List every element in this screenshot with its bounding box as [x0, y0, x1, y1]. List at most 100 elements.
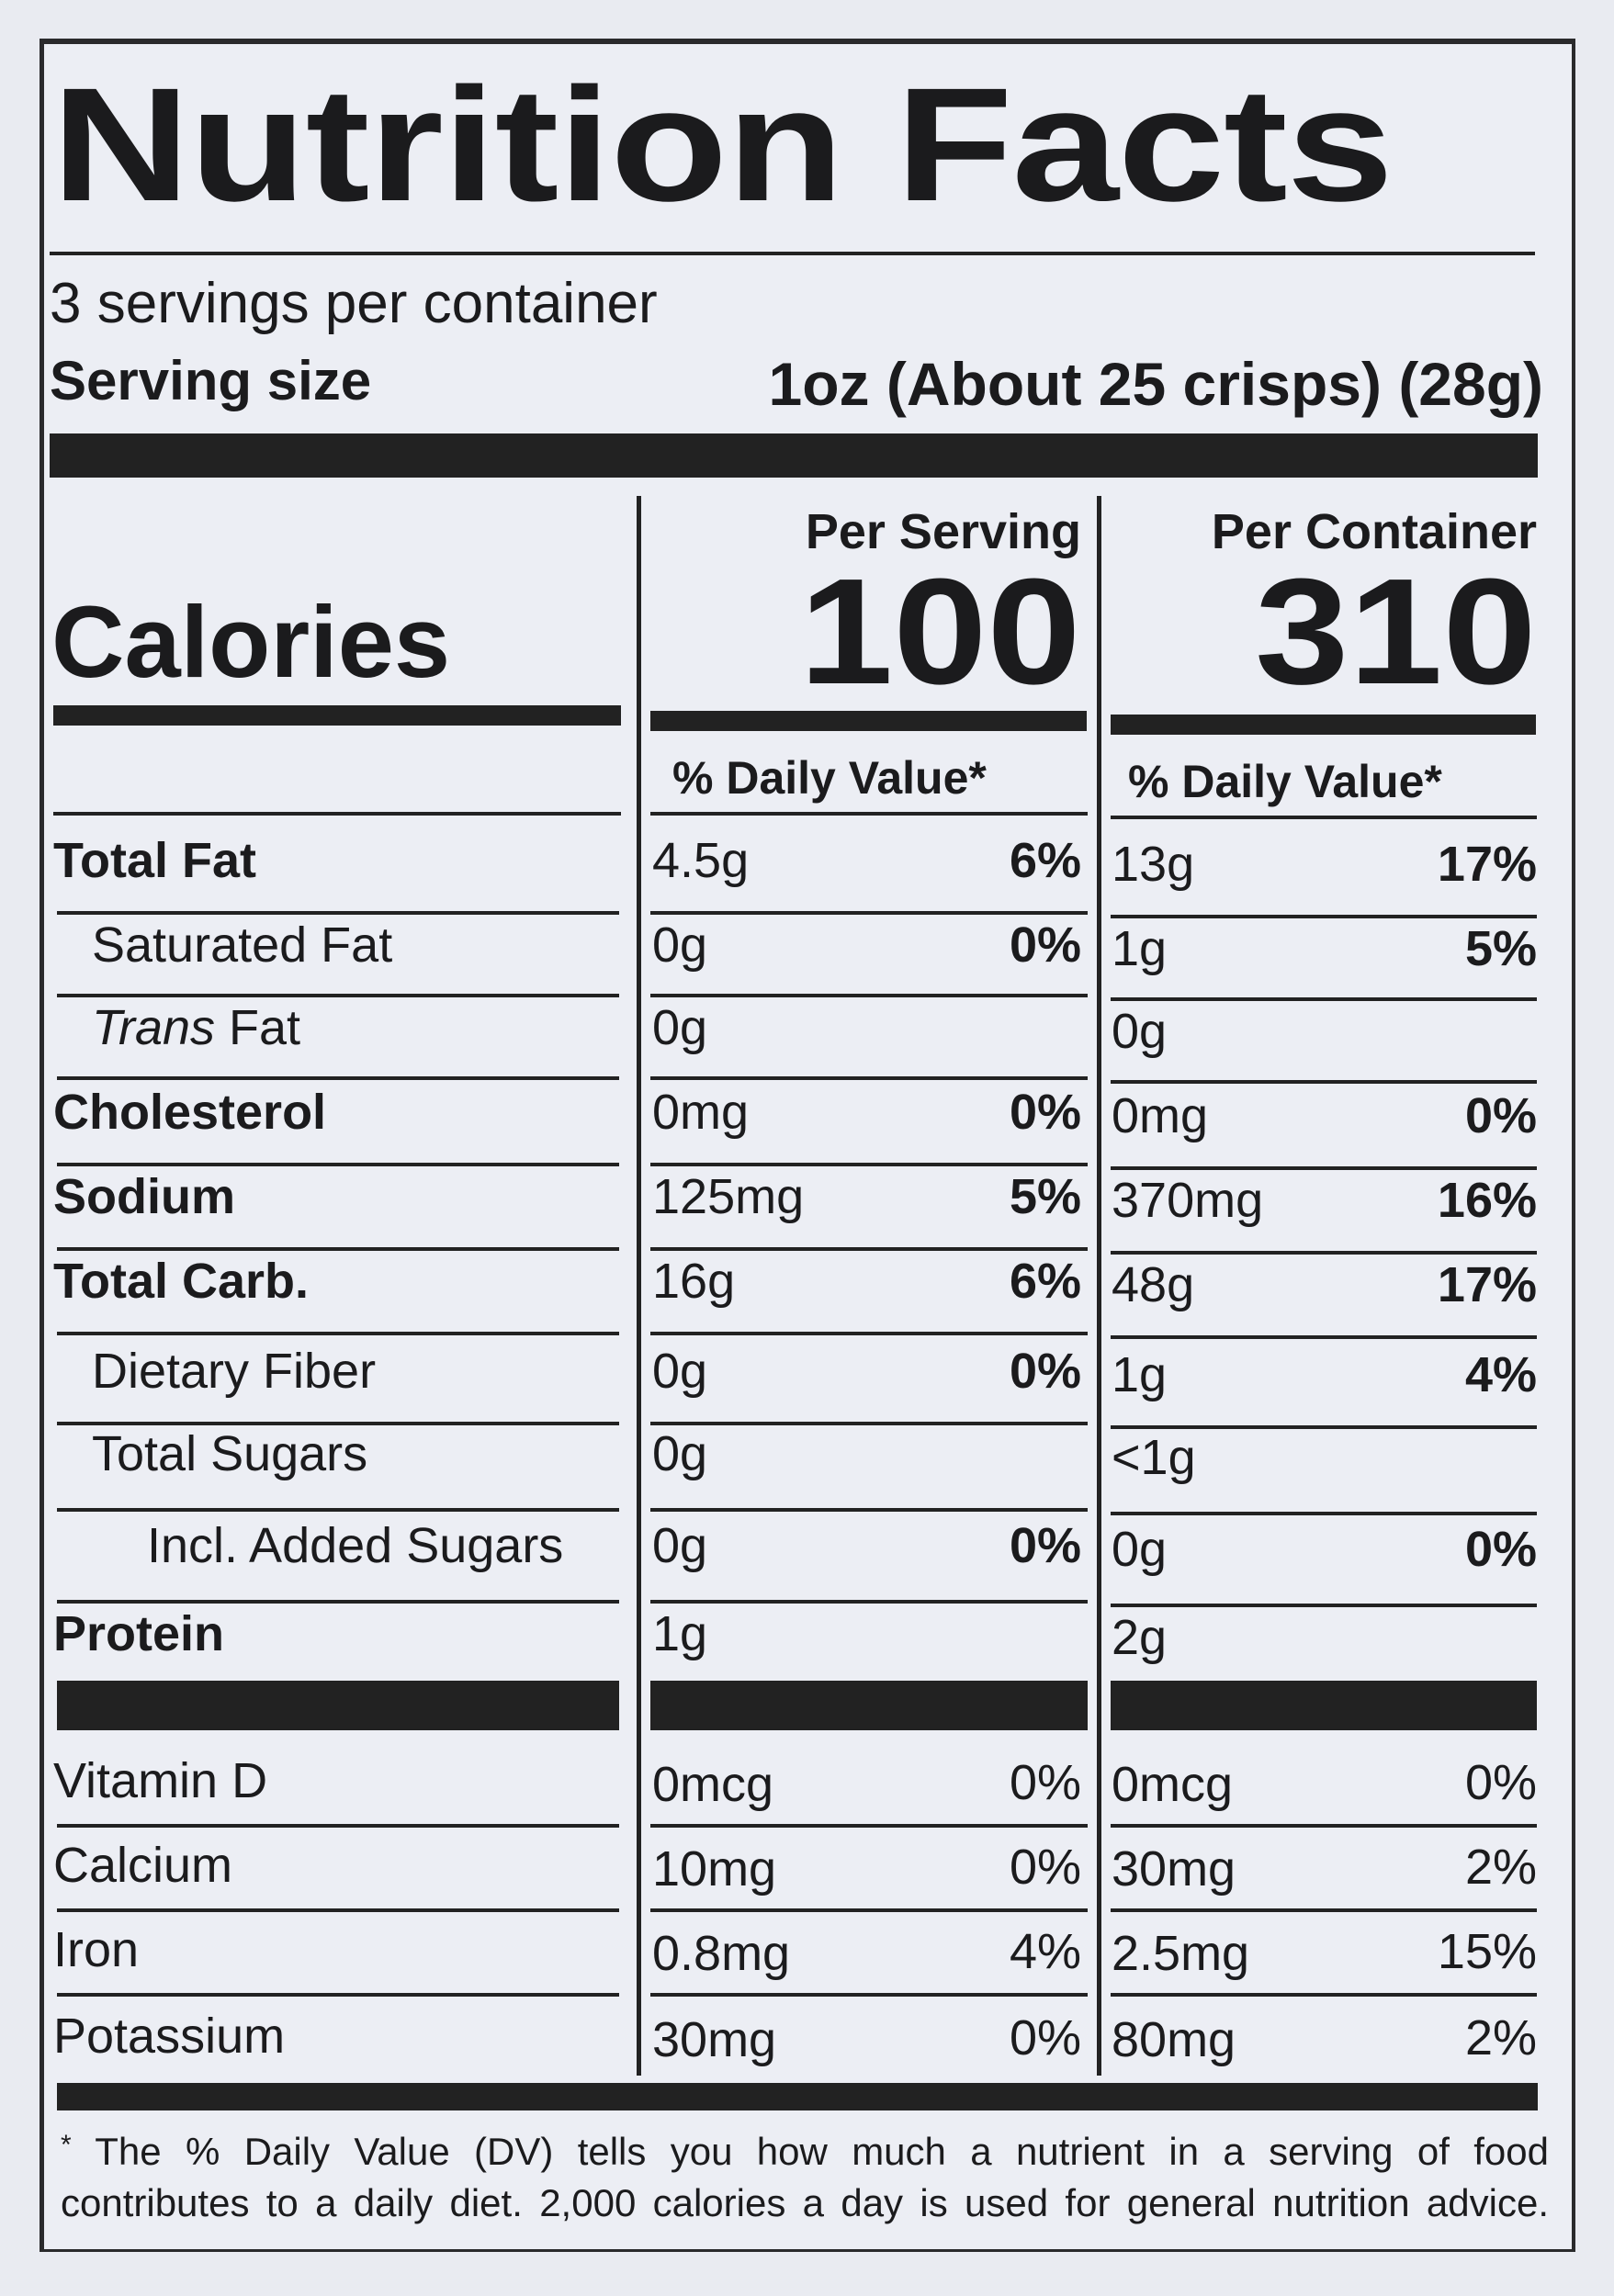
- serving-daily-value: 0%: [1009, 917, 1081, 973]
- container-amount: 0mg: [1112, 1088, 1209, 1143]
- serving-amount: 10mg: [652, 1841, 777, 1896]
- nutrient-label: Sodium: [53, 1169, 235, 1224]
- rule-above-total-fat-serving: [650, 812, 1088, 816]
- serving-amount: 1g: [652, 1606, 708, 1661]
- nutrient-label: Trans Fat: [92, 1003, 300, 1052]
- rule-above-total-fat: [53, 812, 621, 816]
- row-rule: [1111, 1512, 1537, 1515]
- nutrient-label: Total Carb.: [53, 1254, 310, 1309]
- per-serving-heading: Per Serving: [805, 504, 1081, 559]
- row-rule: [57, 1993, 619, 1997]
- container-amount: 0g: [1112, 1522, 1168, 1577]
- label-title: Nutrition Facts: [51, 55, 1394, 235]
- serving-size-value: 1oz (About 25 crisps) (28g): [768, 350, 1543, 418]
- serving-amount: 0g: [652, 1426, 708, 1481]
- row-rule: [650, 1508, 1088, 1512]
- row-rule: [57, 1824, 619, 1828]
- column-divider-right: [1097, 496, 1101, 2076]
- serving-amount: 30mg: [652, 2012, 777, 2067]
- row-rule: [1111, 1993, 1537, 1997]
- title-rule: [50, 252, 1535, 255]
- serving-amount: 16g: [652, 1254, 736, 1309]
- serving-amount: 0g: [652, 1000, 708, 1055]
- nutrient-label: Total Fat: [53, 833, 256, 888]
- row-rule: [650, 1247, 1088, 1251]
- container-daily-value: 15%: [1437, 1924, 1537, 1979]
- row-rule: [650, 1332, 1088, 1335]
- row-rule: [1111, 1251, 1537, 1255]
- container-amount: 48g: [1112, 1257, 1195, 1312]
- container-daily-value: 16%: [1437, 1173, 1537, 1228]
- serving-amount: 0mcg: [652, 1757, 774, 1812]
- vitamin-label: Vitamin D: [53, 1753, 268, 1808]
- serving-daily-value: 6%: [1009, 1254, 1081, 1309]
- container-daily-value: 2%: [1464, 1840, 1537, 1895]
- row-rule: [650, 1600, 1088, 1604]
- row-rule: [1111, 1166, 1537, 1170]
- vitamin-bar-label: [57, 1681, 619, 1730]
- row-rule: [650, 1993, 1088, 1997]
- row-rule: [57, 1076, 619, 1080]
- container-amount: 0mcg: [1112, 1757, 1234, 1812]
- serving-size-label: Serving size: [50, 350, 372, 411]
- row-rule: [650, 1422, 1088, 1425]
- container-daily-value: 2%: [1464, 2010, 1537, 2065]
- container-daily-value: 5%: [1464, 921, 1537, 976]
- container-amount: 30mg: [1112, 1841, 1236, 1896]
- row-rule: [57, 1163, 619, 1166]
- row-rule: [1111, 1604, 1537, 1607]
- row-rule: [650, 1824, 1088, 1828]
- row-rule: [57, 1508, 619, 1512]
- row-rule: [57, 1908, 619, 1912]
- container-amount: 0g: [1112, 1004, 1168, 1059]
- row-rule: [650, 911, 1088, 915]
- row-rule: [650, 1908, 1088, 1912]
- row-rule: [1111, 915, 1537, 918]
- per-container-heading: Per Container: [1211, 504, 1537, 559]
- nutrition-label-panel: [40, 39, 1575, 2252]
- footnote-line-2: contributes to a daily diet. 2,000 calor…: [61, 2181, 1549, 2224]
- thick-rule-top: [50, 433, 1538, 478]
- row-rule: [57, 1332, 619, 1335]
- nutrient-label: Incl. Added Sugars: [147, 1518, 564, 1573]
- serving-amount: 0.8mg: [652, 1926, 791, 1981]
- vitamin-label: Potassium: [53, 2009, 286, 2064]
- container-daily-value: 17%: [1437, 837, 1537, 892]
- row-rule: [1111, 997, 1537, 1001]
- row-rule: [57, 994, 619, 997]
- nutrient-label: Total Sugars: [92, 1426, 368, 1481]
- serving-daily-value: 5%: [1009, 1169, 1081, 1224]
- container-amount: 1g: [1112, 921, 1168, 976]
- serving-daily-value: 0%: [1009, 1518, 1081, 1573]
- nutrient-label: Dietary Fiber: [92, 1344, 377, 1399]
- serving-daily-value: 6%: [1009, 833, 1081, 888]
- nutrient-label-rest: Fat: [215, 1000, 301, 1055]
- calories-rule-label: [53, 705, 621, 726]
- container-amount: 80mg: [1112, 2012, 1236, 2067]
- row-rule: [57, 1422, 619, 1425]
- vitamin-label: Calcium: [53, 1838, 233, 1893]
- nutrient-label: Cholesterol: [53, 1085, 327, 1140]
- serving-amount: 0mg: [652, 1085, 750, 1140]
- rule-above-total-fat-container: [1111, 816, 1537, 819]
- row-rule: [1111, 1425, 1537, 1429]
- container-amount: 370mg: [1112, 1173, 1264, 1228]
- container-amount: 2.5mg: [1112, 1926, 1250, 1981]
- serving-daily-value: 0%: [1009, 1085, 1081, 1140]
- container-amount: 1g: [1112, 1347, 1168, 1402]
- serving-amount: 0g: [652, 1344, 708, 1399]
- calories-per-container: 310: [1255, 547, 1537, 715]
- serving-amount: 0g: [652, 1518, 708, 1573]
- row-rule: [650, 994, 1088, 997]
- row-rule: [1111, 1080, 1537, 1084]
- dv-heading-container: % Daily Value*: [1128, 756, 1442, 807]
- serving-amount: 4.5g: [652, 833, 750, 888]
- container-amount: <1g: [1112, 1430, 1196, 1485]
- row-rule: [1111, 1824, 1537, 1828]
- serving-amount: 125mg: [652, 1169, 805, 1224]
- calories-rule-container: [1111, 715, 1536, 735]
- serving-daily-value: 0%: [1009, 1344, 1081, 1399]
- nutrient-label: Saturated Fat: [92, 917, 393, 973]
- nutrient-label-italic: Trans: [92, 1000, 216, 1055]
- dv-heading-serving: % Daily Value*: [672, 752, 987, 804]
